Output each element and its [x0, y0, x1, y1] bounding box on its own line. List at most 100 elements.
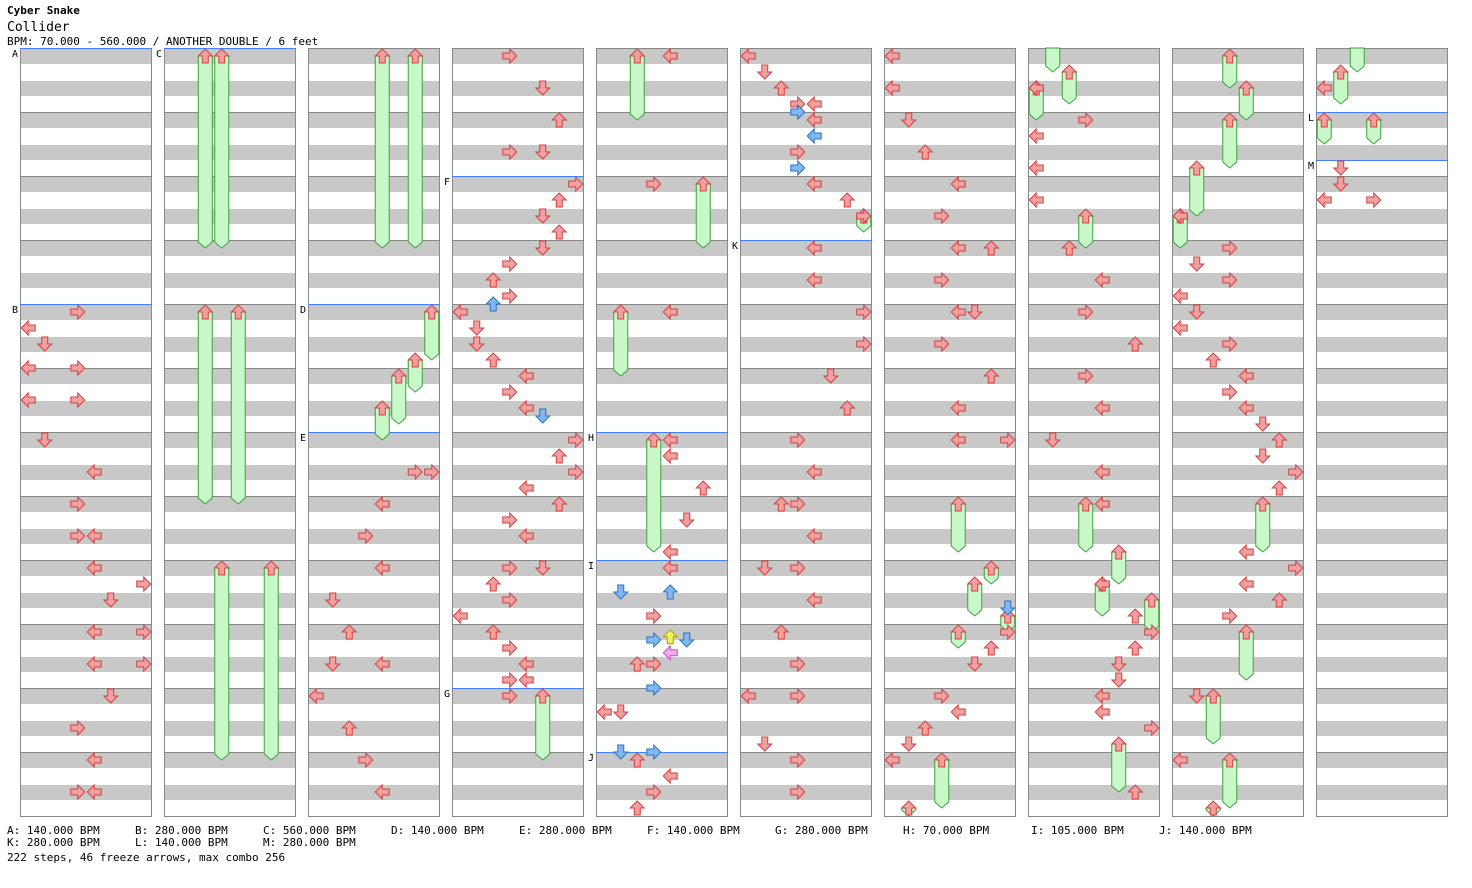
- step-arrow: [407, 463, 423, 481]
- step-arrow: [534, 208, 551, 224]
- step-arrow: [999, 600, 1016, 616]
- step-arrow: [1271, 432, 1288, 448]
- arrow-shape: [213, 560, 230, 576]
- step-arrow: [612, 584, 629, 600]
- chart-column: [1172, 48, 1304, 817]
- step-arrow: [900, 112, 917, 128]
- beat-stripe: [1172, 433, 1304, 448]
- beat-stripe: [1172, 209, 1304, 224]
- step-arrow: [424, 463, 440, 481]
- bpm-legend-h: H: 70.000 BPM: [903, 824, 990, 837]
- beat-stripe: [740, 209, 872, 224]
- beat-stripe: [452, 721, 584, 736]
- beat-stripe: [740, 273, 872, 288]
- arrow-shape: [884, 751, 900, 769]
- beat-stripe: [1172, 49, 1304, 64]
- beat-stripe: [452, 305, 584, 320]
- arrow-shape: [612, 584, 629, 600]
- step-arrow: [806, 127, 822, 145]
- arrow-shape: [1044, 432, 1061, 448]
- arrow-shape: [1188, 256, 1205, 272]
- step-arrow: [1127, 336, 1144, 352]
- beat-stripe: [20, 369, 152, 384]
- beat-stripe: [596, 273, 728, 288]
- beat-stripe: [308, 177, 440, 192]
- step-arrow: [518, 367, 534, 385]
- arrow-shape: [773, 496, 790, 512]
- freeze-head-arrow: [645, 432, 662, 448]
- beat-stripe: [1028, 337, 1160, 352]
- step-arrow: [790, 751, 806, 769]
- arrow-shape: [502, 511, 518, 529]
- arrow-shape: [1000, 431, 1016, 449]
- bpm-legend-b: B: 280.000 BPM: [135, 824, 228, 837]
- arrow-shape: [756, 64, 773, 80]
- step-arrow: [534, 408, 551, 424]
- beat-stripe: [1172, 689, 1304, 704]
- beat-stripe: [1172, 113, 1304, 128]
- step-arrow: [1144, 719, 1160, 737]
- freeze-head-arrow: [407, 48, 424, 64]
- arrow-shape: [934, 207, 950, 225]
- arrow-shape: [662, 584, 679, 600]
- beat-stripe: [452, 337, 584, 352]
- beat-stripe: [740, 625, 872, 640]
- arrow-shape: [1222, 383, 1238, 401]
- beat-stripe: [596, 561, 728, 576]
- step-arrow: [1271, 480, 1288, 496]
- freeze-arrow: [535, 695, 551, 761]
- beat-stripe: [1028, 497, 1160, 512]
- chart-meta: BPM: 70.000 - 560.000 / ANOTHER DOUBLE /…: [7, 35, 319, 48]
- arrow-shape: [966, 576, 983, 592]
- arrow-shape: [502, 687, 518, 705]
- step-arrow: [374, 655, 390, 673]
- step-arrow: [1238, 367, 1254, 385]
- beat-stripe: [308, 721, 440, 736]
- step-arrow: [70, 527, 86, 545]
- beat-stripe: [740, 465, 872, 480]
- beat-stripe: [884, 113, 1016, 128]
- beat-stripe: [1028, 561, 1160, 576]
- step-arrow: [950, 239, 966, 257]
- arrow-shape: [917, 144, 934, 160]
- arrow-shape: [1316, 79, 1332, 97]
- arrow-shape: [1094, 687, 1110, 705]
- freeze-body: [535, 695, 551, 761]
- beat-stripe: [740, 753, 872, 768]
- beat-stripe: [1028, 241, 1160, 256]
- arrow-shape: [197, 48, 214, 64]
- arrow-shape: [86, 559, 102, 577]
- beat-stripe: [452, 81, 584, 96]
- step-arrow: [790, 431, 806, 449]
- arrow-shape: [790, 159, 806, 177]
- arrow-shape: [629, 656, 646, 672]
- freeze-body: [407, 55, 423, 249]
- arrow-shape: [790, 687, 806, 705]
- step-arrow: [452, 607, 468, 625]
- arrow-shape: [358, 751, 374, 769]
- arrow-shape: [950, 239, 966, 257]
- step-arrow: [1127, 640, 1144, 656]
- beat-stripe: [1316, 497, 1448, 512]
- beat-stripe: [1316, 241, 1448, 256]
- arrow-shape: [856, 335, 872, 353]
- section-label: K: [732, 241, 738, 252]
- step-arrow: [756, 736, 773, 752]
- step-arrow: [1094, 399, 1110, 417]
- beat-stripe: [452, 433, 584, 448]
- step-arrow: [551, 192, 568, 208]
- bpm-legend-d: D: 140.000 BPM: [391, 824, 484, 837]
- arrow-shape: [20, 359, 36, 377]
- beat-stripe: [1028, 785, 1160, 800]
- arrow-shape: [900, 736, 917, 752]
- step-arrow: [86, 751, 102, 769]
- arrow-shape: [407, 48, 424, 64]
- step-arrow: [551, 224, 568, 240]
- freeze-head-arrow: [1110, 544, 1127, 560]
- beat-stripe: [884, 209, 1016, 224]
- step-arrow: [1288, 559, 1304, 577]
- freeze-body: [695, 183, 711, 249]
- arrow-shape: [806, 175, 822, 193]
- arrow-shape: [999, 600, 1016, 616]
- column-border: [884, 48, 1016, 817]
